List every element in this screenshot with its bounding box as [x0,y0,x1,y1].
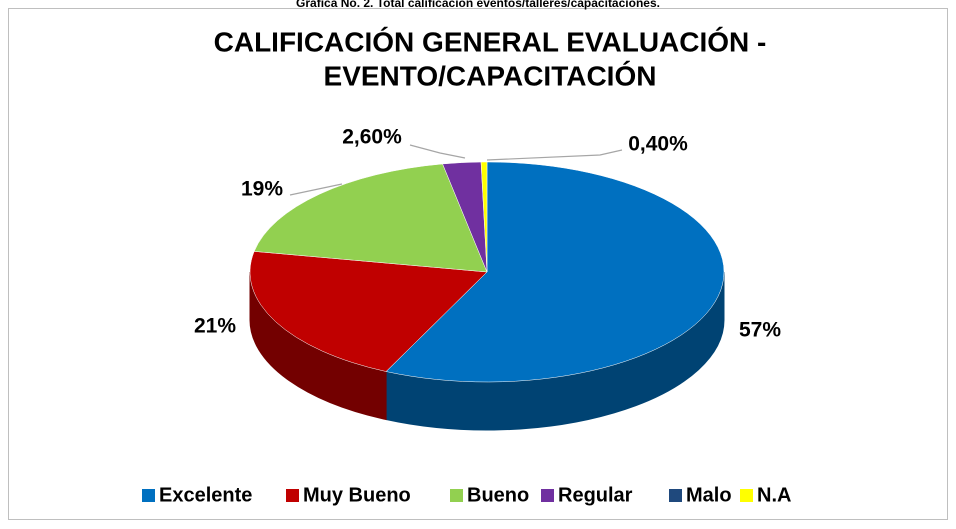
data-label: 57% [739,319,781,342]
legend-label: Regular [558,484,633,506]
data-label: 2,60% [342,126,402,149]
data-label: 0,40% [628,133,688,156]
slice [385,161,725,383]
legend-swatch [541,489,554,502]
legend-swatch [142,489,155,502]
data-label: 19% [241,178,283,201]
legend-swatch [669,489,682,502]
legend-label: Excelente [159,484,252,506]
chart-title: EVENTO/CAPACITACIÓN [324,60,657,91]
legend-label: Muy Bueno [303,484,411,506]
chart-title: CALIFICACIÓN GENERAL EVALUACIÓN - [214,26,767,57]
slice [253,163,488,273]
leader-line [289,183,343,196]
legend-swatch [450,489,463,502]
slice [249,251,488,372]
slice [480,161,488,273]
caption: Grafica No. 2. Total calificación evento… [296,0,660,10]
legend-label: N.A [757,484,791,506]
legend-label: Malo [686,484,732,506]
legend-label: Bueno [467,484,529,506]
leader-line [486,149,623,161]
pie-top [249,161,725,383]
data-label: 21% [194,315,236,338]
leader-lines [289,144,623,196]
legend-swatch [740,489,753,502]
legend-swatch [286,489,299,502]
leader-line [409,144,466,159]
